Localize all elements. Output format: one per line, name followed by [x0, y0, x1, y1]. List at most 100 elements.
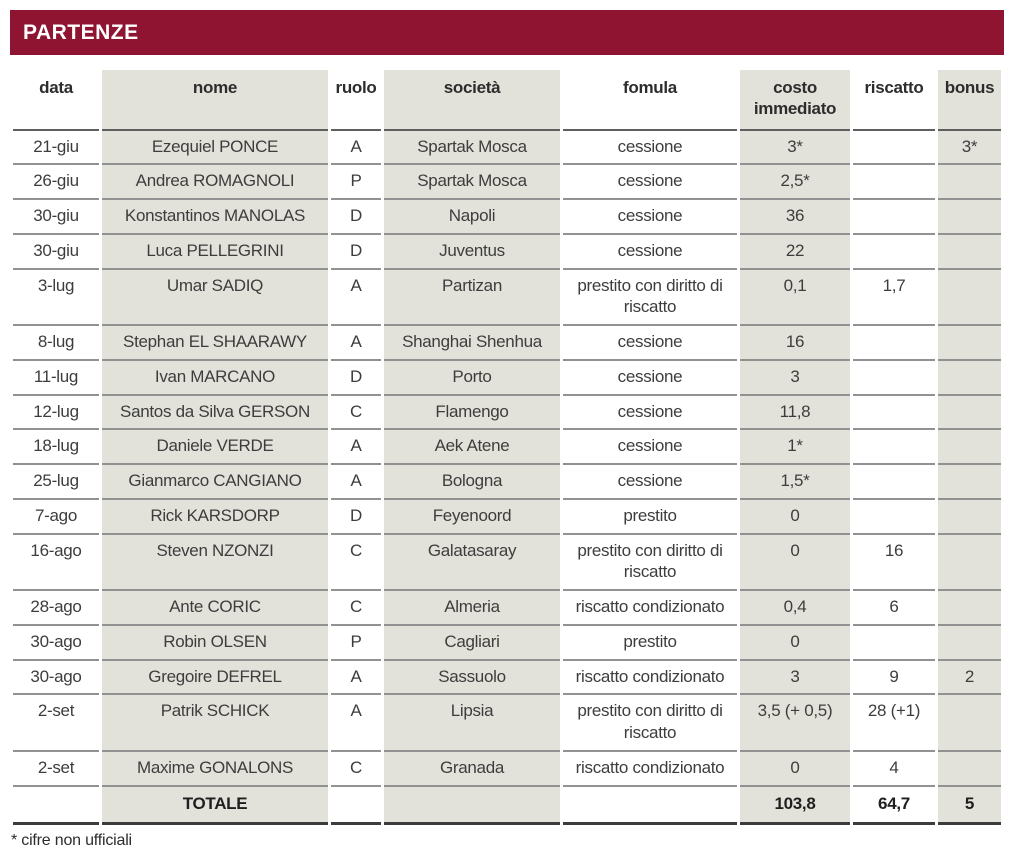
cell-nome: Rick KARSDORP [102, 499, 328, 535]
cell-bonus [938, 395, 1001, 431]
cell-data: 16-ago [13, 535, 99, 591]
cell-costo: 1* [740, 430, 850, 465]
cell-ruolo: C [331, 591, 381, 626]
cell-ruolo: A [331, 465, 381, 500]
cell-riscatto [853, 165, 935, 200]
cell-fomula: cessione [563, 235, 737, 270]
cell-ruolo: P [331, 165, 381, 200]
cell-societa: Granada [384, 751, 560, 787]
cell-bonus [938, 591, 1001, 626]
cell-nome: Luca PELLEGRINI [102, 234, 328, 270]
cell-societa: Partizan [384, 269, 560, 326]
cell-nome: Santos da Silva GERSON [102, 395, 328, 431]
table-row: 18-lug Daniele VERDE A Aek Atene cessione 1* [13, 430, 1001, 465]
transfers-table: data nome ruolo società fomula costo immediat… [10, 70, 1004, 826]
cell-bonus [938, 200, 1001, 235]
cell-bonus [938, 234, 1001, 270]
cell-fomula: prestito [563, 626, 737, 661]
cell-costo: 0 [740, 751, 850, 787]
cell-data: 2-set [13, 752, 99, 787]
cell-costo: 0 [740, 534, 850, 591]
table-row: 2-set Maxime GONALONS C Granada riscatto con… [13, 751, 1001, 787]
cell-data: 7-ago [13, 500, 99, 535]
cell-fomula: prestito [563, 500, 737, 535]
cell-riscatto [853, 626, 935, 661]
cell-societa: Napoli [384, 200, 560, 235]
cell-costo: 103,8 [740, 786, 850, 826]
cell-fomula: riscatto condizionato [563, 661, 737, 696]
table-row: 21-giu Ezequiel PONCE A Spartak Mosca cessio… [13, 130, 1001, 166]
cell-riscatto [853, 361, 935, 396]
cell-nome: Ante CORIC [102, 591, 328, 626]
cell-riscatto [853, 500, 935, 535]
cell-ruolo: A [331, 326, 381, 361]
cell-bonus [938, 326, 1001, 361]
table-row: 30-giu Konstantinos MANOLAS D Napoli cession… [13, 200, 1001, 235]
cell-ruolo: P [331, 626, 381, 661]
cell-societa: Shanghai Shenhua [384, 326, 560, 361]
cell-ruolo: D [331, 500, 381, 535]
cell-nome: Ivan MARCANO [102, 360, 328, 396]
cell-nome: Maxime GONALONS [102, 751, 328, 787]
cell-data: 30-ago [13, 661, 99, 696]
cell-bonus [938, 430, 1001, 465]
cell-costo: 11,8 [740, 395, 850, 431]
cell-bonus [938, 695, 1001, 752]
cell-bonus [938, 499, 1001, 535]
table-row: 7-ago Rick KARSDORP D Feyenoord prestito 0 [13, 499, 1001, 535]
cell-costo: 0 [740, 499, 850, 535]
cell-fomula: prestito con diritto di riscatto [563, 695, 737, 752]
cell-fomula: cessione [563, 465, 737, 500]
cell-data: 12-lug [13, 396, 99, 431]
cell-nome: Steven NZONZI [102, 534, 328, 591]
cell-ruolo: A [331, 270, 381, 326]
cell-ruolo: A [331, 661, 381, 696]
cell-costo: 0,4 [740, 591, 850, 626]
cell-data: 2-set [13, 695, 99, 752]
cell-nome: Stephan EL SHAARAWY [102, 326, 328, 361]
cell-nome: Patrik SCHICK [102, 695, 328, 752]
cell-data: 30-giu [13, 200, 99, 235]
cell-ruolo: C [331, 752, 381, 787]
column-header-data: data [13, 70, 99, 131]
cell-societa: Juventus [384, 234, 560, 270]
cell-bonus: 2 [938, 660, 1001, 696]
total-row: TOTALE 103,8 64,7 5 [13, 786, 1001, 826]
cell-nome: Gianmarco CANGIANO [102, 465, 328, 500]
cell-bonus [938, 465, 1001, 500]
cell-data: 26-giu [13, 165, 99, 200]
cell-ruolo [331, 787, 381, 826]
cell-riscatto: 28 (+1) [853, 695, 935, 752]
cell-societa: Cagliari [384, 625, 560, 661]
table-row: 2-set Patrik SCHICK A Lipsia prestito con di… [13, 695, 1001, 752]
cell-riscatto [853, 430, 935, 465]
cell-data: 11-lug [13, 361, 99, 396]
cell-bonus: 3* [938, 130, 1001, 166]
cell-costo: 0 [740, 625, 850, 661]
cell-fomula: cessione [563, 326, 737, 361]
cell-bonus [938, 269, 1001, 326]
cell-data: 21-giu [13, 131, 99, 166]
cell-ruolo: A [331, 695, 381, 752]
cell-costo: 22 [740, 234, 850, 270]
cell-costo: 0,1 [740, 269, 850, 326]
cell-data: 28-ago [13, 591, 99, 626]
cell-nome: Robin OLSEN [102, 625, 328, 661]
cell-bonus [938, 751, 1001, 787]
cell-nome: Ezequiel PONCE [102, 130, 328, 166]
cell-bonus [938, 360, 1001, 396]
column-header-costo: costo immediato [740, 70, 850, 131]
cell-data: 18-lug [13, 430, 99, 465]
cell-fomula: cessione [563, 200, 737, 235]
cell-data: 8-lug [13, 326, 99, 361]
cell-societa [384, 786, 560, 826]
table-row: 30-ago Gregoire DEFREL A Sassuolo riscatto c… [13, 660, 1001, 696]
cell-fomula: riscatto condizionato [563, 752, 737, 787]
cell-societa: Aek Atene [384, 430, 560, 465]
cell-nome: Umar SADIQ [102, 269, 328, 326]
table-row: 25-lug Gianmarco CANGIANO A Bologna cessione… [13, 465, 1001, 500]
cell-riscatto: 6 [853, 591, 935, 626]
cell-costo: 3 [740, 660, 850, 696]
cell-fomula: prestito con diritto di riscatto [563, 535, 737, 591]
